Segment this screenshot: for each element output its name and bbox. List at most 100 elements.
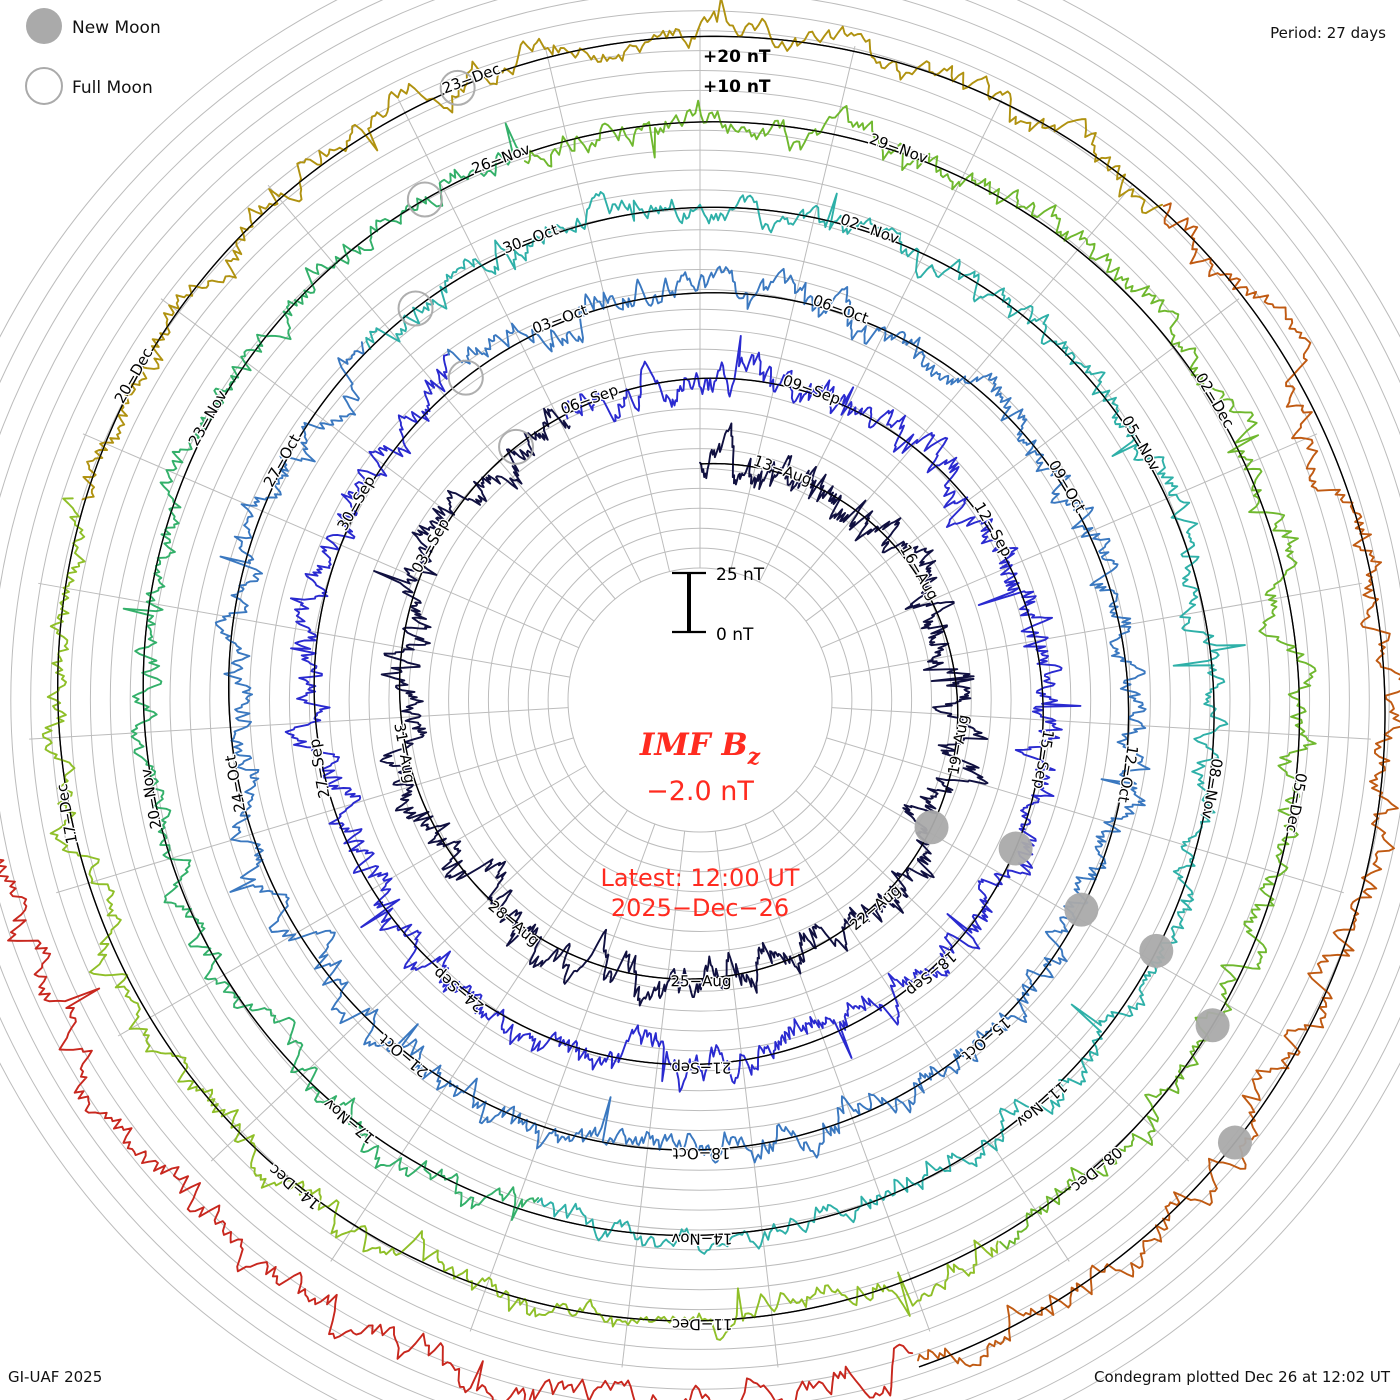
new-moon-legend-label: New Moon [72, 18, 161, 38]
radial-spoke [814, 765, 1283, 1037]
radial-spoke [544, 45, 671, 572]
date-label: 30−Sep [333, 473, 378, 534]
radial-spoke [784, 184, 1133, 600]
date-label: 09−Sep [780, 371, 842, 408]
date-label: 14−Nov [671, 1230, 732, 1248]
date-label: 11−Nov [1012, 1078, 1070, 1131]
bz-trace-segment [917, 202, 1400, 1368]
full-moon-legend-label: Full Moon [72, 78, 153, 98]
date-label: 30−Oct [500, 221, 560, 258]
radial-spoke [621, 831, 686, 1368]
ring-gridline [527, 527, 873, 873]
moon-markers [397, 69, 1252, 1160]
date-label: 21−Sep [671, 1059, 731, 1077]
date-label: 25−Aug [670, 972, 731, 990]
new-moon-marker [1195, 1008, 1230, 1043]
date-label: 24−Oct [221, 754, 249, 814]
new-moon-marker [1217, 1125, 1252, 1160]
date-label: 03−Sep [408, 515, 453, 576]
date-label: 05−Nov [1118, 413, 1164, 475]
imf-bz-title: IMF Bz [639, 727, 761, 770]
copyright-label: GI-UAF 2025 [8, 1368, 103, 1386]
radial-spoke [160, 298, 595, 622]
scale-bar: 25 nT 0 nT [672, 565, 765, 645]
radial-spoke [397, 99, 642, 583]
radial-spoke [469, 823, 656, 1332]
date-label: 06−Oct [811, 291, 871, 327]
new-moon-marker [914, 810, 949, 845]
radial-spoke [38, 582, 571, 678]
scale-bar-top-label: 25 nT [716, 565, 765, 585]
full-moon-marker [498, 428, 535, 465]
radial-spoke [831, 707, 1371, 740]
bz-trace-segment [122, 122, 540, 1221]
date-labels: 13−Aug16−Aug19−Aug22−Aug25−Aug28−Aug31−A… [51, 58, 1311, 1334]
date-label: 26−Nov [469, 140, 533, 178]
radial-spoke [117, 765, 586, 1037]
radial-spoke [744, 823, 931, 1332]
ring-scale-labels: +20 nT +10 nT [703, 47, 771, 97]
date-label: 02−Nov [838, 210, 902, 248]
date-label: 18−Oct [673, 1144, 731, 1162]
date-label: 06−Sep [558, 381, 620, 419]
baseline-spiral-overlay [57, 35, 1386, 1368]
bz-trace-segment [214, 265, 1151, 1164]
plotted-timestamp-label: Condegram plotted Dec 26 at 12:02 UT [1094, 1368, 1390, 1386]
date-label: 11−Dec [672, 1315, 733, 1333]
radial-spoke [821, 433, 1318, 649]
new-moon-swatch [26, 8, 62, 44]
radial-spoke [714, 831, 779, 1368]
radial-spoke [758, 99, 1003, 583]
radial-spokes [29, 28, 1371, 1368]
date-label: 29−Nov [867, 130, 931, 168]
radial-spoke [826, 737, 1344, 894]
bz-trace-segment [41, 497, 999, 1341]
radial-spoke [56, 737, 574, 894]
legend: New Moon Full Moon [25, 8, 161, 105]
full-moon-marker [397, 290, 434, 327]
date-label: 20−Dec [111, 345, 157, 407]
latest-time: Latest: 12:00 UT [601, 864, 800, 892]
radial-spoke [795, 790, 1190, 1162]
date-label: 27−Sep [305, 737, 333, 799]
radial-spoke [829, 582, 1362, 678]
ring-label-20nt: +20 nT [703, 47, 771, 67]
new-moon-marker [998, 831, 1033, 866]
bz-trace-segment [81, 0, 1164, 501]
date-label: 31−Aug [390, 722, 419, 785]
bz-trace-segment [365, 191, 1246, 1255]
bz-trace-segment [0, 858, 914, 1400]
date-label: 05−Dec [1282, 772, 1310, 835]
radial-spoke [805, 298, 1240, 622]
baseline-spiral-path [57, 35, 1386, 1368]
scale-bar-bottom-label: 0 nT [716, 625, 754, 645]
baseline-spiral-overlay-path [57, 35, 1386, 1368]
latest-date: 2025−Dec−26 [611, 894, 789, 922]
radial-spoke [210, 790, 605, 1162]
date-label: 12−Oct [1114, 744, 1142, 804]
date-label: 14−Dec [265, 1161, 323, 1214]
date-label: 09−Oct [1045, 457, 1090, 516]
date-label: 20−Nov [137, 767, 166, 830]
new-moon-marker [1064, 892, 1099, 927]
date-label: 15−Sep [1030, 728, 1058, 790]
ring-label-10nt: +10 nT [703, 77, 771, 97]
full-moon-swatch [25, 67, 63, 105]
radial-spoke [330, 810, 628, 1262]
baseline-spiral [57, 35, 1386, 1368]
bz-trace-segment [373, 407, 989, 1007]
radial-spoke [772, 810, 1070, 1262]
new-moon-marker [1139, 933, 1174, 968]
full-moon-marker [439, 69, 476, 106]
radial-spoke [29, 707, 569, 740]
full-moon-marker [406, 181, 443, 218]
date-label: 23−Nov [185, 387, 231, 449]
imf-bz-value: −2.0 nT [646, 776, 754, 807]
period-label: Period: 27 days [1270, 24, 1386, 42]
radial-spoke [267, 184, 616, 600]
full-moon-marker [447, 359, 484, 396]
